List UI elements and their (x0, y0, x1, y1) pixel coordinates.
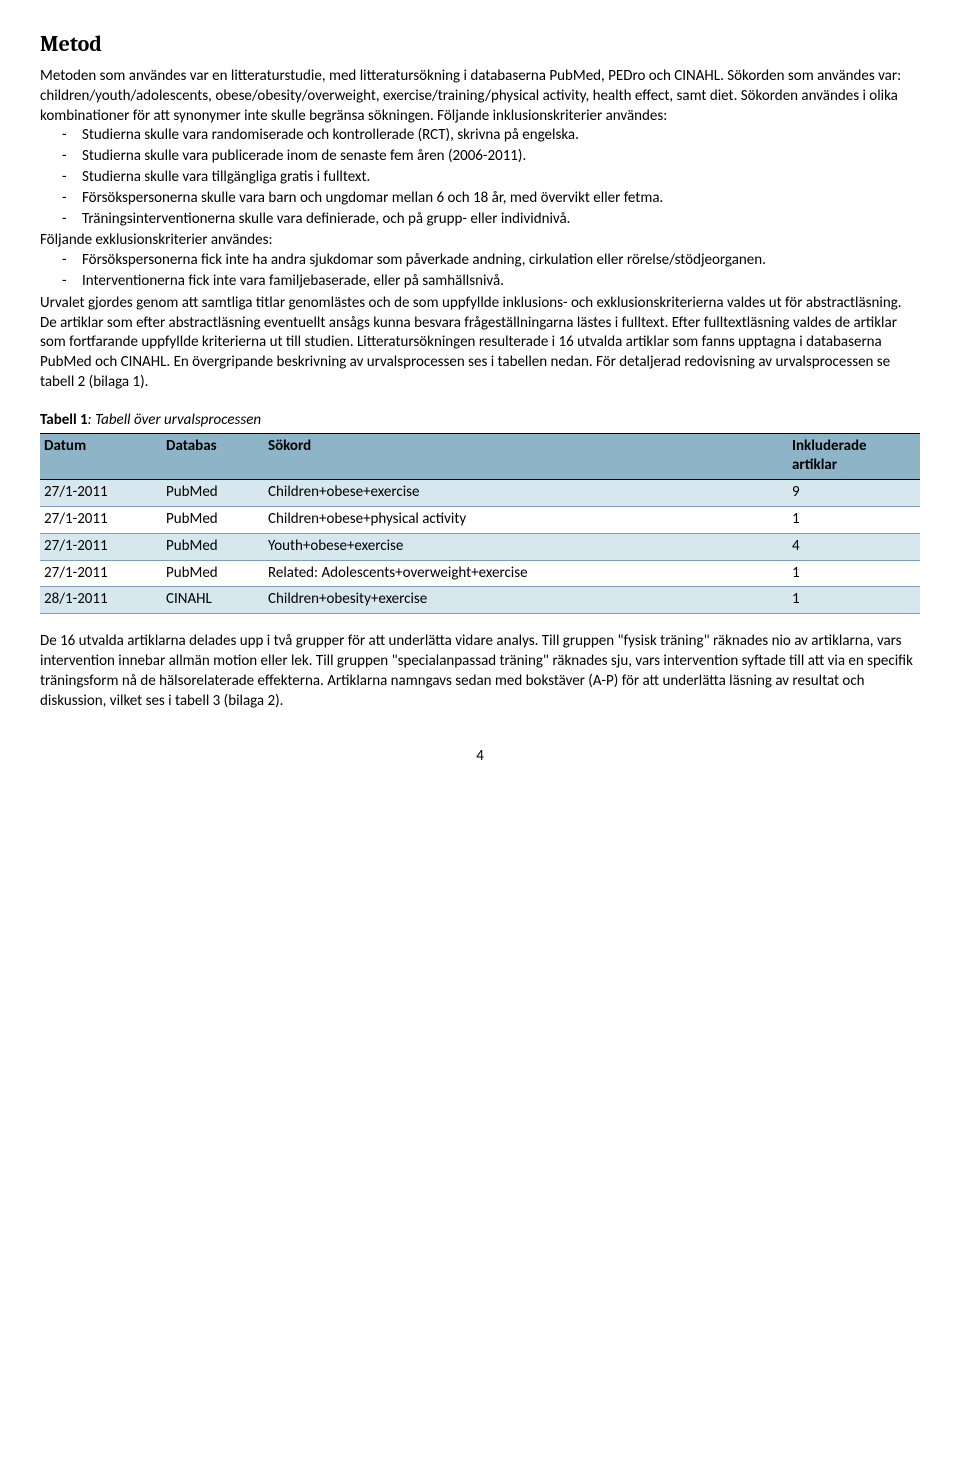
list-item: Träningsinterventionerna skulle vara def… (82, 210, 920, 230)
col-header-database: Databas (162, 433, 264, 480)
cell-database: PubMed (162, 560, 264, 587)
cell-database: CINAHL (162, 587, 264, 614)
document-page: Metod Metoden som användes var en litter… (0, 0, 960, 807)
exclusion-intro: Följande exklusionskriterier användes: (40, 231, 920, 251)
cell-count: 1 (788, 587, 920, 614)
list-item: Studierna skulle vara publicerade inom d… (82, 147, 920, 167)
cell-count: 1 (788, 506, 920, 533)
heading-metod: Metod (40, 30, 920, 59)
cell-date: 27/1-2011 (40, 533, 162, 560)
exclusion-criteria-list: Försökspersonerna fick inte ha andra sju… (40, 251, 920, 292)
list-item: Försökspersonerna fick inte ha andra sju… (82, 251, 920, 271)
page-number: 4 (40, 747, 920, 767)
cell-count: 9 (788, 480, 920, 507)
cell-date: 28/1-2011 (40, 587, 162, 614)
table-row: 27/1-2011PubMedChildren+obese+exercise9 (40, 480, 920, 507)
table-caption-italic: : Tabell över urvalsprocessen (88, 411, 261, 429)
cell-database: PubMed (162, 506, 264, 533)
list-item: Studierna skulle vara randomiserade och … (82, 126, 920, 146)
table-body: 27/1-2011PubMedChildren+obese+exercise92… (40, 480, 920, 614)
cell-search: Related: Adolescents+overweight+exercise (264, 560, 788, 587)
col-header-count: Inkluderade artiklar (788, 433, 920, 480)
col-header-search: Sökord (264, 433, 788, 480)
cell-search: Children+obese+physical activity (264, 506, 788, 533)
paragraph-intro: Metoden som användes var en litteraturst… (40, 67, 920, 126)
cell-search: Youth+obese+exercise (264, 533, 788, 560)
cell-date: 27/1-2011 (40, 560, 162, 587)
paragraph-selection: Urvalet gjordes genom att samtliga titla… (40, 294, 920, 393)
cell-count: 1 (788, 560, 920, 587)
list-item: Studierna skulle vara tillgängliga grati… (82, 168, 920, 188)
list-item: Interventionerna fick inte vara familjeb… (82, 272, 920, 292)
table-row: 27/1-2011PubMedChildren+obese+physical a… (40, 506, 920, 533)
cell-date: 27/1-2011 (40, 506, 162, 533)
cell-count: 4 (788, 533, 920, 560)
cell-search: Children+obese+exercise (264, 480, 788, 507)
table-caption-bold: Tabell 1 (40, 411, 88, 429)
table-header-row: Datum Databas Sökord Inkluderade artikla… (40, 433, 920, 480)
cell-date: 27/1-2011 (40, 480, 162, 507)
selection-process-table: Datum Databas Sökord Inkluderade artikla… (40, 433, 920, 615)
cell-search: Children+obesity+exercise (264, 587, 788, 614)
table-row: 27/1-2011PubMedYouth+obese+exercise4 (40, 533, 920, 560)
inclusion-criteria-list: Studierna skulle vara randomiserade och … (40, 126, 920, 229)
paragraph-grouping: De 16 utvalda artiklarna delades upp i t… (40, 632, 920, 711)
col-header-date: Datum (40, 433, 162, 480)
cell-database: PubMed (162, 480, 264, 507)
table-row: 27/1-2011PubMedRelated: Adolescents+over… (40, 560, 920, 587)
list-item: Försökspersonerna skulle vara barn och u… (82, 189, 920, 209)
cell-database: PubMed (162, 533, 264, 560)
table-caption: Tabell 1: Tabell över urvalsprocessen (40, 411, 920, 431)
table-row: 28/1-2011CINAHLChildren+obesity+exercise… (40, 587, 920, 614)
